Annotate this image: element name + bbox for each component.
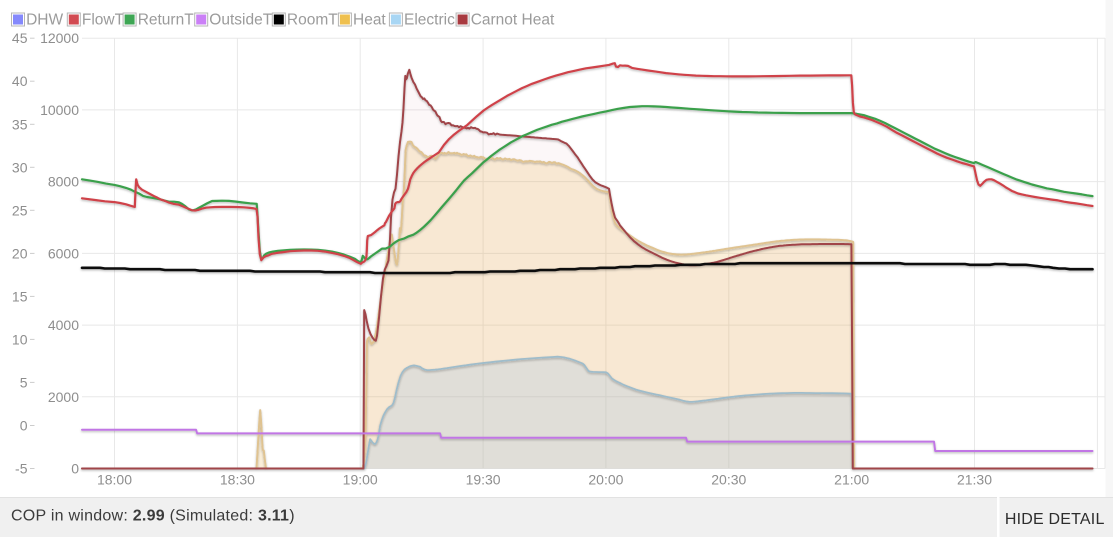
svg-text:35: 35 [12, 116, 28, 132]
svg-text:12000: 12000 [40, 30, 79, 46]
svg-text:8000: 8000 [48, 174, 79, 190]
svg-text:10000: 10000 [40, 102, 79, 118]
svg-text:RoomT: RoomT [287, 12, 338, 29]
svg-text:DHW: DHW [26, 12, 63, 29]
svg-text:18:30: 18:30 [220, 472, 255, 488]
svg-text:19:00: 19:00 [343, 472, 378, 488]
svg-text:20: 20 [12, 245, 28, 261]
svg-text:40: 40 [12, 73, 28, 89]
svg-text:25: 25 [12, 202, 28, 218]
svg-text:0: 0 [20, 418, 28, 434]
svg-text:18:00: 18:00 [97, 472, 132, 488]
svg-text:19:30: 19:30 [466, 472, 501, 488]
svg-text:20:30: 20:30 [711, 472, 746, 488]
svg-text:21:00: 21:00 [834, 472, 869, 488]
svg-text:5: 5 [20, 374, 28, 390]
svg-text:10: 10 [12, 331, 28, 347]
svg-text:6000: 6000 [48, 245, 79, 261]
svg-text:21:30: 21:30 [957, 472, 992, 488]
svg-text:ReturnT: ReturnT [138, 12, 195, 29]
svg-text:15: 15 [12, 288, 28, 304]
svg-text:45: 45 [12, 30, 28, 46]
svg-text:HIDE DETAIL: HIDE DETAIL [1005, 511, 1105, 528]
svg-text:0: 0 [71, 461, 79, 477]
svg-text:OutsideT: OutsideT [209, 12, 272, 29]
svg-text:Carnot Heat: Carnot Heat [471, 12, 555, 29]
svg-text:COP in window: 2.99 (Simulated: COP in window: 2.99 (Simulated: 3.11) [11, 508, 295, 525]
svg-text:FlowT: FlowT [82, 12, 125, 29]
svg-text:-5: -5 [15, 461, 28, 477]
svg-text:20:00: 20:00 [588, 472, 623, 488]
svg-text:30: 30 [12, 159, 28, 175]
svg-text:2000: 2000 [48, 389, 79, 405]
svg-text:Heat: Heat [353, 12, 386, 29]
svg-text:4000: 4000 [48, 317, 79, 333]
svg-text:Electric: Electric [404, 12, 455, 29]
